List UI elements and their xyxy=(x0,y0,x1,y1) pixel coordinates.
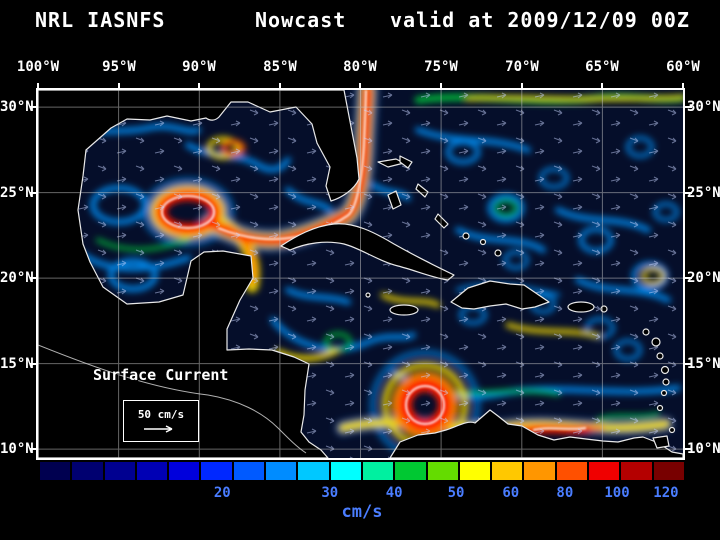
axis-tick xyxy=(30,277,38,279)
colorbar-tick-label: 80 xyxy=(556,485,574,501)
lat-label-left: 25°N xyxy=(0,185,34,201)
lon-label: 70°W xyxy=(505,59,539,75)
colorbar-segment xyxy=(589,462,620,480)
colorbar-tick-label: 120 xyxy=(653,485,679,501)
pacific-coastline xyxy=(38,344,307,454)
axis-tick xyxy=(684,363,692,365)
lon-label: 60°W xyxy=(666,59,700,75)
colorbar-units: cm/s xyxy=(341,502,383,522)
title-model: NRL IASNFS xyxy=(35,8,166,32)
colorbar-segment xyxy=(298,462,329,480)
map-frame: Surface Current 50 cm/s xyxy=(38,90,683,458)
axis-tick xyxy=(684,106,692,108)
lat-label-left: 30°N xyxy=(0,99,34,115)
land-hispaniola xyxy=(450,280,550,310)
colorbar-segment xyxy=(201,462,232,480)
axis-tick xyxy=(684,448,692,450)
land-south-america xyxy=(389,409,683,458)
lon-label: 90°W xyxy=(182,59,216,75)
lat-label-right: 15°N xyxy=(687,356,720,372)
scale-legend: 50 cm/s xyxy=(123,400,199,442)
surface-current-label: Surface Current xyxy=(93,366,229,384)
colorbar-segment xyxy=(40,462,71,480)
lat-label-right: 20°N xyxy=(687,270,720,286)
colorbar-segment xyxy=(72,462,103,480)
colorbar-segment xyxy=(266,462,297,480)
scale-arrow-icon xyxy=(144,424,173,433)
axis-tick xyxy=(279,83,281,90)
colorbar-segment xyxy=(653,462,684,480)
colorbar-segment xyxy=(492,462,523,480)
axis-tick xyxy=(684,192,692,194)
land-puerto-rico xyxy=(567,301,595,313)
lat-label-right: 10°N xyxy=(687,441,720,457)
axis-tick xyxy=(684,277,692,279)
axis-tick xyxy=(440,83,442,90)
lon-label: 75°W xyxy=(424,59,458,75)
colorbar-tick-label: 20 xyxy=(213,485,231,501)
axis-tick xyxy=(30,192,38,194)
axis-tick xyxy=(198,83,200,90)
axis-tick xyxy=(30,106,38,108)
lon-label: 95°W xyxy=(102,59,136,75)
colorbar xyxy=(40,462,684,480)
land-cuba xyxy=(280,223,455,281)
axis-tick xyxy=(359,83,361,90)
colorbar-segment xyxy=(330,462,361,480)
axis-tick xyxy=(30,448,38,450)
lat-label-right: 25°N xyxy=(687,185,720,201)
axis-tick xyxy=(682,83,684,90)
colorbar-segment xyxy=(233,462,265,480)
colorbar-tick-label: 100 xyxy=(604,485,630,501)
land-jamaica xyxy=(389,304,419,316)
colorbar-segment xyxy=(427,462,458,480)
colorbar-tick-label: 40 xyxy=(385,485,403,501)
colorbar-segment xyxy=(169,462,200,480)
colorbar-segment xyxy=(395,462,426,480)
axis-tick xyxy=(601,83,603,90)
colorbar-tick-label: 60 xyxy=(502,485,520,501)
scale-label: 50 cm/s xyxy=(137,407,185,421)
lat-label-left: 10°N xyxy=(0,441,34,457)
colorbar-segment xyxy=(362,462,394,480)
title-valid-time: valid at 2009/12/09 00Z xyxy=(390,8,690,32)
axis-tick xyxy=(118,83,120,90)
grid-lines xyxy=(38,90,683,458)
lon-label: 65°W xyxy=(585,59,619,75)
colorbar-segment xyxy=(621,462,652,480)
colorbar-segment xyxy=(459,462,491,480)
axis-tick xyxy=(37,83,39,90)
colorbar-segment xyxy=(524,462,555,480)
axis-tick xyxy=(521,83,523,90)
title-product: Nowcast xyxy=(255,8,347,32)
colorbar-scale: 20 30 40 50 60 80 100 120 cm/s xyxy=(40,485,684,525)
land-bahamas xyxy=(377,155,502,257)
colorbar-tick-label: 30 xyxy=(321,485,339,501)
colorbar-segment xyxy=(556,462,588,480)
colorbar-tick-label: 50 xyxy=(447,485,465,501)
lat-label-left: 15°N xyxy=(0,356,34,372)
map-plot xyxy=(38,90,683,458)
lon-label: 85°W xyxy=(263,59,297,75)
colorbar-segment xyxy=(104,462,135,480)
lon-label: 80°W xyxy=(343,59,377,75)
lon-label: 100°W xyxy=(16,59,60,75)
colorbar-segment xyxy=(136,462,168,480)
axis-tick xyxy=(30,363,38,365)
lat-label-left: 20°N xyxy=(0,270,34,286)
lat-label-right: 30°N xyxy=(687,99,720,115)
